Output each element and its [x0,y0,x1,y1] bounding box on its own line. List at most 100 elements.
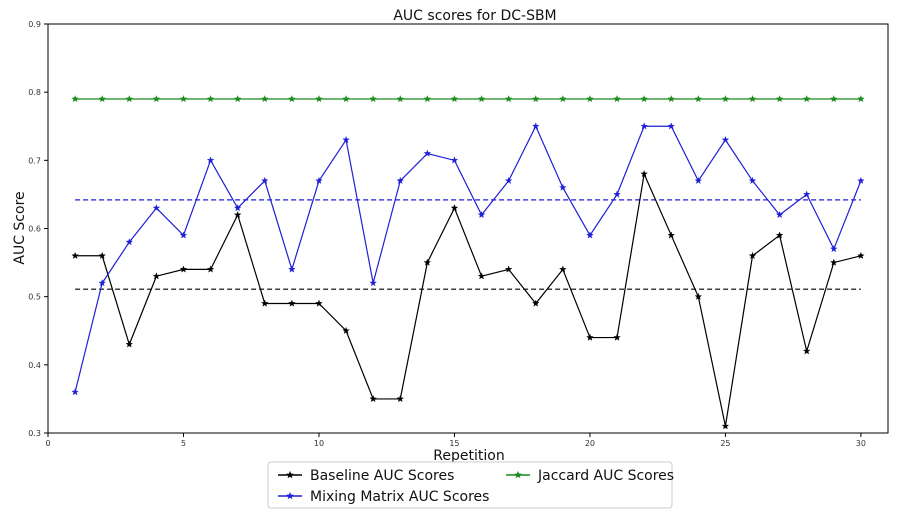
data-point [694,176,703,185]
data-point [179,94,188,103]
data-point [71,94,79,103]
legend-label: Jaccard AUC Scores [537,468,674,484]
data-point [775,210,784,219]
data-point [152,94,161,103]
series-layer [71,94,865,430]
data-point [423,149,432,157]
legend: Baseline AUC Scores Mixing Matrix AUC Sco… [267,461,674,509]
data-point [450,156,459,164]
data-point [423,94,432,103]
data-point [857,251,865,259]
x-tick-label: 30 [856,439,866,448]
data-point [477,210,486,219]
data-point [802,347,811,355]
data-point [531,299,540,307]
data-point [98,279,106,287]
data-point [667,231,676,239]
data-point [721,422,730,430]
data-point [748,176,757,185]
x-tick-label: 25 [720,439,730,448]
data-point [233,210,242,219]
data-point [640,94,648,103]
data-point [152,272,161,280]
series-2 [71,94,865,103]
data-point [125,94,134,103]
data-point [748,94,757,103]
chart-title: AUC scores for DC-SBM [393,8,556,24]
x-tick-label: 0 [45,439,50,448]
data-point [721,135,730,144]
y-tick-label: 0.8 [28,88,41,97]
data-point [260,299,269,307]
data-point [423,258,432,266]
data-point [342,135,350,144]
data-point [260,176,269,185]
data-point [830,94,838,103]
data-point [504,265,513,273]
data-point [206,94,215,103]
x-tick-label: 10 [314,439,324,448]
data-point [71,251,79,259]
y-tick-label: 0.5 [28,293,41,302]
legend-item-1: Mixing Matrix AUC Scores [278,489,489,505]
data-point [559,183,567,191]
data-point [802,94,811,103]
legend-label: Mixing Matrix AUC Scores [310,489,489,505]
data-point [369,279,377,287]
data-point [396,394,405,403]
series-line [74,124,862,393]
legend-marker [286,470,294,479]
x-tick-label: 20 [585,439,595,448]
data-point [857,176,865,185]
data-point [71,388,79,396]
legend-label: Baseline AUC Scores [310,468,454,484]
data-point [640,122,648,130]
legend-item-2: Jaccard AUC Scores [506,468,674,484]
x-axis-ticks: 0 5 10 15 20 25 30 [45,433,866,448]
data-point [477,272,486,280]
data-point [667,94,676,103]
data-point [342,326,350,334]
data-point [450,204,459,212]
data-point [613,94,621,103]
data-point [477,94,486,103]
data-point [830,258,838,266]
data-point [613,333,621,341]
data-point [694,292,703,300]
data-point [586,231,594,239]
data-point [531,122,540,130]
plot-area-frame [47,23,889,434]
data-point [775,231,784,239]
data-point [640,169,648,178]
data-point [369,94,377,103]
x-axis-title: Repetition [433,448,504,464]
data-point [125,340,134,348]
data-point [288,94,296,103]
data-point [233,94,242,103]
series-1 [71,122,865,396]
data-point [586,94,594,103]
legend-marker [514,470,522,479]
data-point [260,94,269,103]
data-point [206,156,215,164]
data-point [288,299,296,307]
data-point [315,94,323,103]
data-point [125,238,134,246]
data-point [559,94,567,103]
data-point [206,265,215,273]
data-point [288,265,296,273]
y-tick-label: 0.6 [28,225,41,234]
data-point [396,176,405,185]
legend-marker [286,491,294,500]
series-line [75,171,862,427]
data-point [613,190,621,198]
data-point [531,94,540,103]
data-point [98,251,106,259]
mean-lines [75,199,861,290]
data-point [450,94,459,103]
y-tick-label: 0.7 [28,156,41,165]
y-tick-label: 0.3 [28,429,41,438]
y-tick-label: 0.9 [28,20,41,29]
data-point [775,94,784,103]
